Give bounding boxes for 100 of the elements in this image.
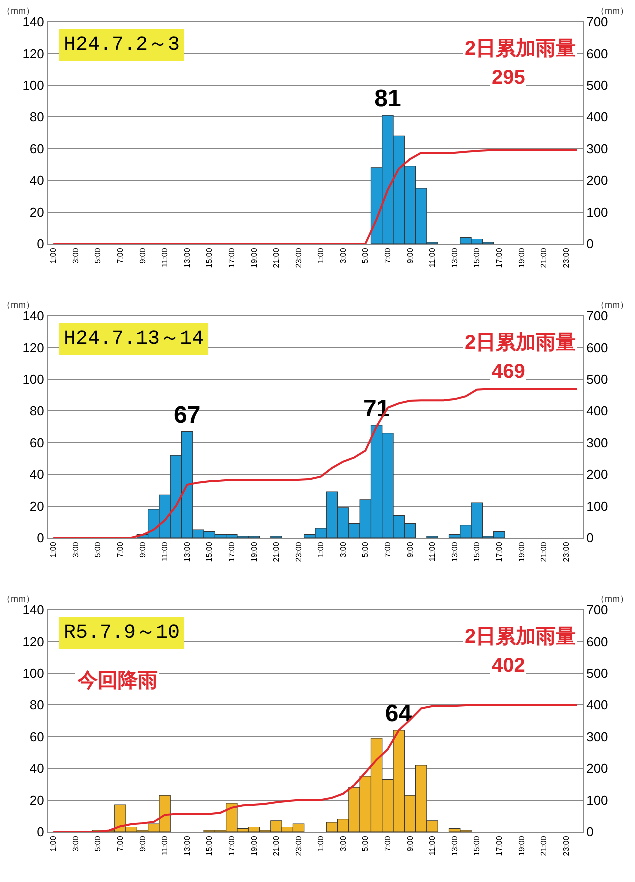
x-tick-label: 9:00 [138, 836, 148, 852]
x-tick-label: 23:00 [562, 836, 571, 856]
x-tick-label: 13:00 [450, 248, 460, 268]
y-tick-label: 20 [30, 204, 44, 220]
annotation: 2日累加雨量 [465, 38, 576, 60]
x-tick-label: 11:00 [160, 542, 170, 562]
y2-tick-label: 400 [586, 110, 608, 125]
y2-tick-label: 500 [586, 666, 608, 681]
x-tick-label: 15:00 [472, 542, 482, 562]
x-tick-label: 23:00 [562, 542, 571, 562]
x-tick-label: 23:00 [562, 248, 571, 268]
y2-axis-title: （mm） [596, 300, 629, 310]
y2-tick-label: 0 [586, 824, 594, 840]
y-tick-label: 40 [30, 173, 44, 188]
x-tick-label: 3:00 [71, 836, 80, 852]
x-tick-label: 19:00 [250, 248, 259, 268]
x-tick-label: 15:00 [205, 542, 214, 562]
x-tick-label: 9:00 [406, 248, 415, 264]
y-tick-label: 120 [22, 340, 44, 356]
annotation: 402 [492, 655, 526, 677]
x-tick-label: 11:00 [428, 248, 438, 268]
x-tick-label: 1:00 [316, 248, 326, 264]
y2-tick-label: 600 [586, 46, 608, 62]
y2-tick-label: 200 [586, 761, 608, 776]
text: H24.7.2～3 [64, 34, 180, 57]
y2-tick-label: 700 [586, 14, 608, 30]
y-tick-label: 0 [37, 824, 44, 840]
x-tick-label: 19:00 [517, 248, 526, 268]
x-tick-label: 5:00 [94, 542, 103, 558]
x-tick-label: 21:00 [540, 248, 549, 268]
x-tick-label: 13:00 [182, 836, 192, 856]
y2-tick-label: 100 [586, 792, 608, 808]
text: R5.7.9～10 [64, 622, 180, 645]
x-tick-label: 21:00 [540, 836, 549, 856]
x-tick-label: 17:00 [495, 248, 504, 268]
x-tick-label: 15:00 [205, 248, 214, 268]
x-tick-label: 1:00 [49, 836, 58, 852]
y2-tick-label: 100 [586, 204, 608, 220]
y-tick-label: 100 [22, 78, 44, 93]
y2-tick-label: 600 [586, 634, 608, 650]
x-tick-label: 15:00 [205, 836, 214, 856]
x-tick-label: 3:00 [338, 542, 348, 558]
line-series [52, 704, 578, 832]
annotation: 2日累加雨量 [465, 332, 576, 354]
y-tick-label: 80 [30, 110, 44, 125]
y2-tick-label: 500 [586, 78, 608, 93]
x-tick-label: 5:00 [361, 542, 370, 558]
y2-tick-label: 300 [586, 729, 608, 744]
x-tick-label: 23:00 [294, 542, 304, 562]
x-tick-label: 19:00 [250, 542, 259, 562]
x-tick-label: 21:00 [272, 542, 282, 562]
x-tick-label: 11:00 [428, 836, 438, 856]
x-tick-label: 3:00 [338, 836, 348, 852]
x-tick-label: 3:00 [338, 248, 348, 264]
x-tick-label: 15:00 [472, 836, 482, 856]
line-series [52, 388, 578, 538]
x-tick-label: 9:00 [406, 836, 415, 852]
y2-tick-label: 600 [586, 340, 608, 356]
y2-tick-label: 0 [586, 530, 594, 546]
x-tick-label: 3:00 [71, 542, 80, 558]
x-tick-label: 7:00 [384, 542, 393, 558]
x-tick-label: 21:00 [272, 836, 282, 856]
y-tick-label: 60 [30, 141, 44, 156]
data-label: 64 [385, 700, 413, 728]
x-tick-label: 5:00 [361, 836, 370, 852]
y-tick-label: 60 [30, 435, 44, 450]
y2-tick-label: 500 [586, 372, 608, 387]
x-tick-label: 9:00 [138, 248, 148, 264]
y-axis-title: （mm） [2, 6, 35, 16]
x-tick-label: 15:00 [472, 248, 482, 268]
y-tick-label: 0 [37, 236, 44, 252]
text: H24.7.13～14 [64, 328, 204, 351]
y-tick-label: 120 [22, 46, 44, 62]
x-tick-label: 17:00 [228, 542, 237, 562]
y-tick-label: 40 [30, 467, 44, 482]
x-tick-label: 13:00 [182, 248, 192, 268]
x-tick-label: 11:00 [428, 542, 438, 562]
x-tick-label: 19:00 [250, 836, 259, 856]
y-tick-label: 20 [30, 498, 44, 514]
x-tick-label: 21:00 [272, 248, 282, 268]
data-label: 81 [374, 86, 402, 113]
x-tick-label: 13:00 [182, 542, 192, 562]
x-tick-label: 13:00 [450, 542, 460, 562]
x-tick-label: 23:00 [294, 836, 304, 856]
data-label: 67 [174, 402, 201, 429]
x-tick-label: 5:00 [94, 248, 103, 264]
y-tick-label: 20 [30, 792, 44, 808]
line-series [52, 149, 578, 244]
y-tick-label: 40 [30, 761, 44, 776]
x-tick-label: 7:00 [384, 836, 393, 852]
x-tick-label: 7:00 [116, 248, 126, 264]
y-tick-label: 80 [30, 404, 44, 419]
y-tick-label: 0 [37, 530, 44, 546]
y-axis-title: （mm） [2, 594, 35, 604]
x-tick-label: 7:00 [384, 248, 393, 264]
y-tick-label: 100 [22, 666, 44, 681]
x-tick-label: 11:00 [160, 836, 170, 856]
x-tick-label: 17:00 [228, 248, 237, 268]
x-tick-label: 7:00 [116, 836, 126, 852]
y-tick-label: 120 [22, 634, 44, 650]
